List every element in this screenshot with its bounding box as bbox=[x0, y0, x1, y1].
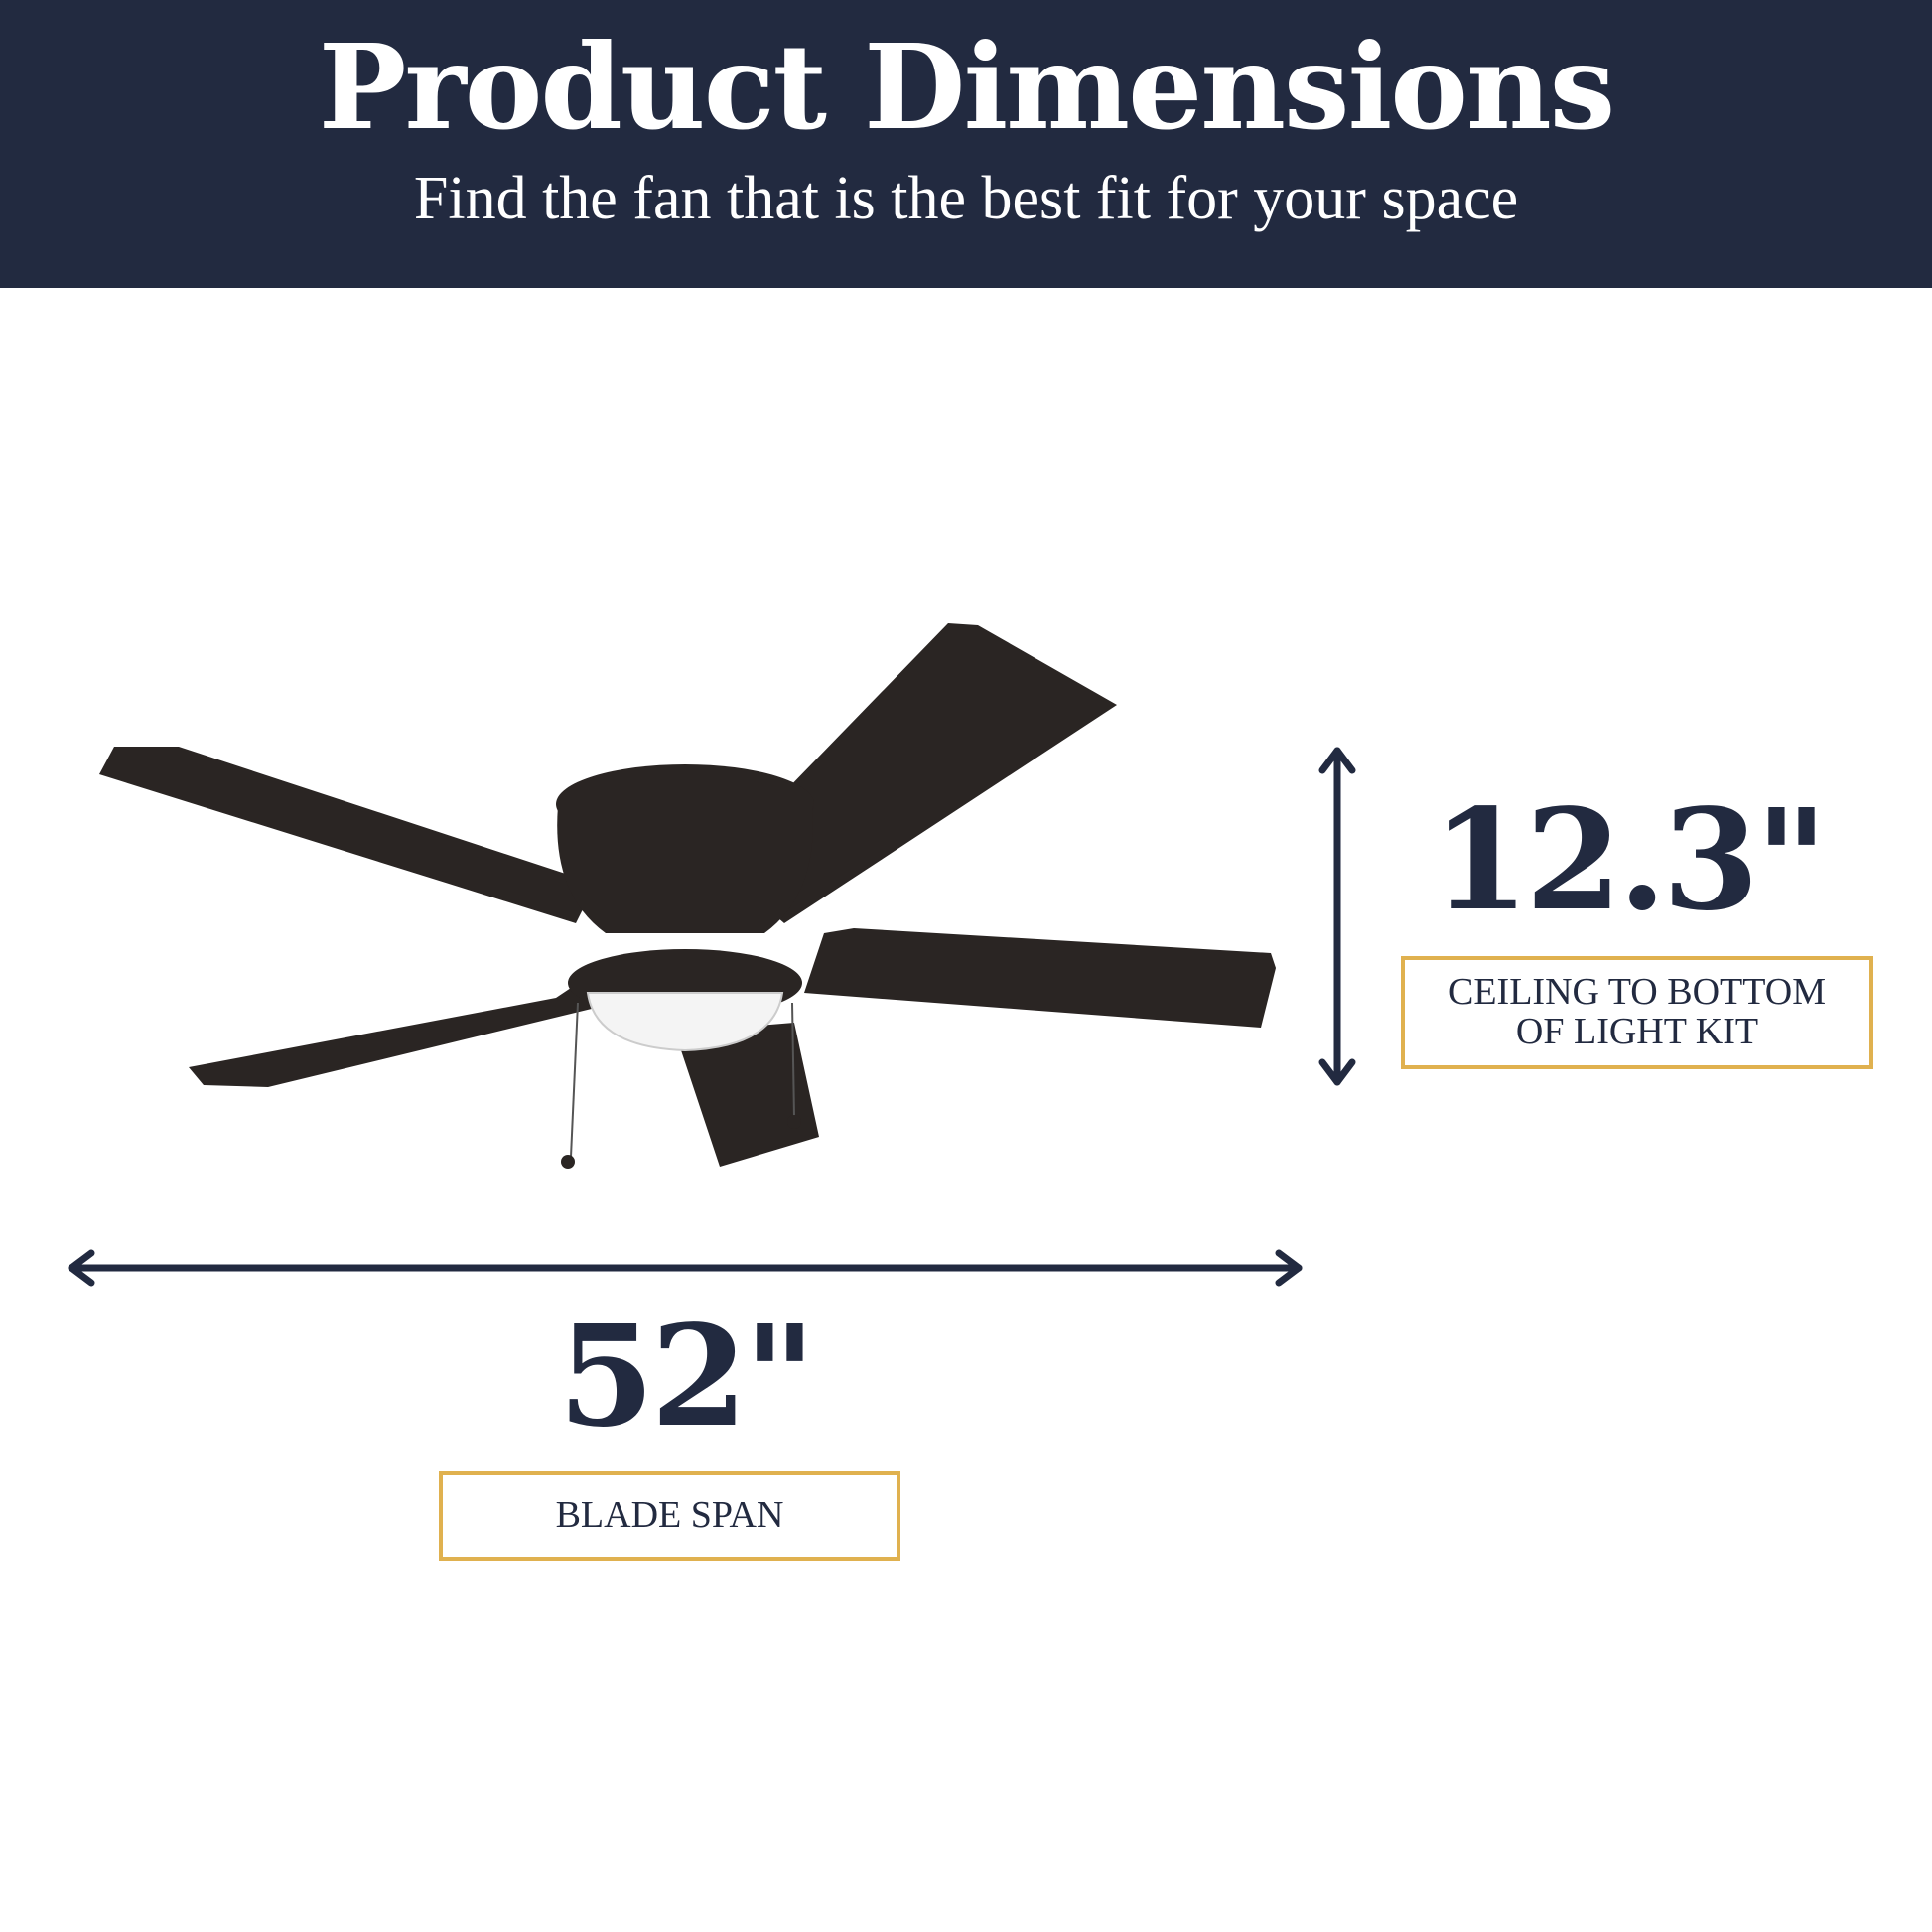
height-value: 12.3" bbox=[1433, 779, 1828, 942]
fan-blade bbox=[804, 928, 1276, 1028]
height-label-line1: CEILING TO BOTTOM bbox=[1449, 971, 1826, 1014]
pull-chain-knob bbox=[561, 1155, 575, 1169]
span-arrow bbox=[68, 1249, 1303, 1287]
page-subtitle: Find the fan that is the best fit for yo… bbox=[413, 165, 1519, 232]
page-title: Product Dimensions bbox=[318, 18, 1615, 156]
fan-blade bbox=[675, 1023, 819, 1167]
light-globe bbox=[586, 992, 784, 1052]
height-label-box: CEILING TO BOTTOM OF LIGHT KIT bbox=[1401, 956, 1873, 1069]
span-value: 52" bbox=[558, 1296, 816, 1458]
height-label-line2: OF LIGHT KIT bbox=[1515, 1011, 1759, 1052]
ceiling-fan-image bbox=[99, 623, 1276, 1169]
span-label-box: BLADE SPAN bbox=[439, 1471, 900, 1561]
fan-blade bbox=[189, 978, 596, 1087]
span-label: BLADE SPAN bbox=[555, 1494, 784, 1537]
motor-housing bbox=[557, 806, 813, 933]
height-arrow bbox=[1318, 747, 1356, 1086]
pull-chain bbox=[570, 1002, 579, 1158]
fan-blade bbox=[715, 623, 1117, 923]
pull-chain-knob bbox=[787, 1115, 801, 1129]
pull-chain bbox=[791, 1002, 795, 1118]
header-banner: Product Dimensions Find the fan that is … bbox=[0, 0, 1932, 288]
fan-blade bbox=[99, 747, 596, 923]
